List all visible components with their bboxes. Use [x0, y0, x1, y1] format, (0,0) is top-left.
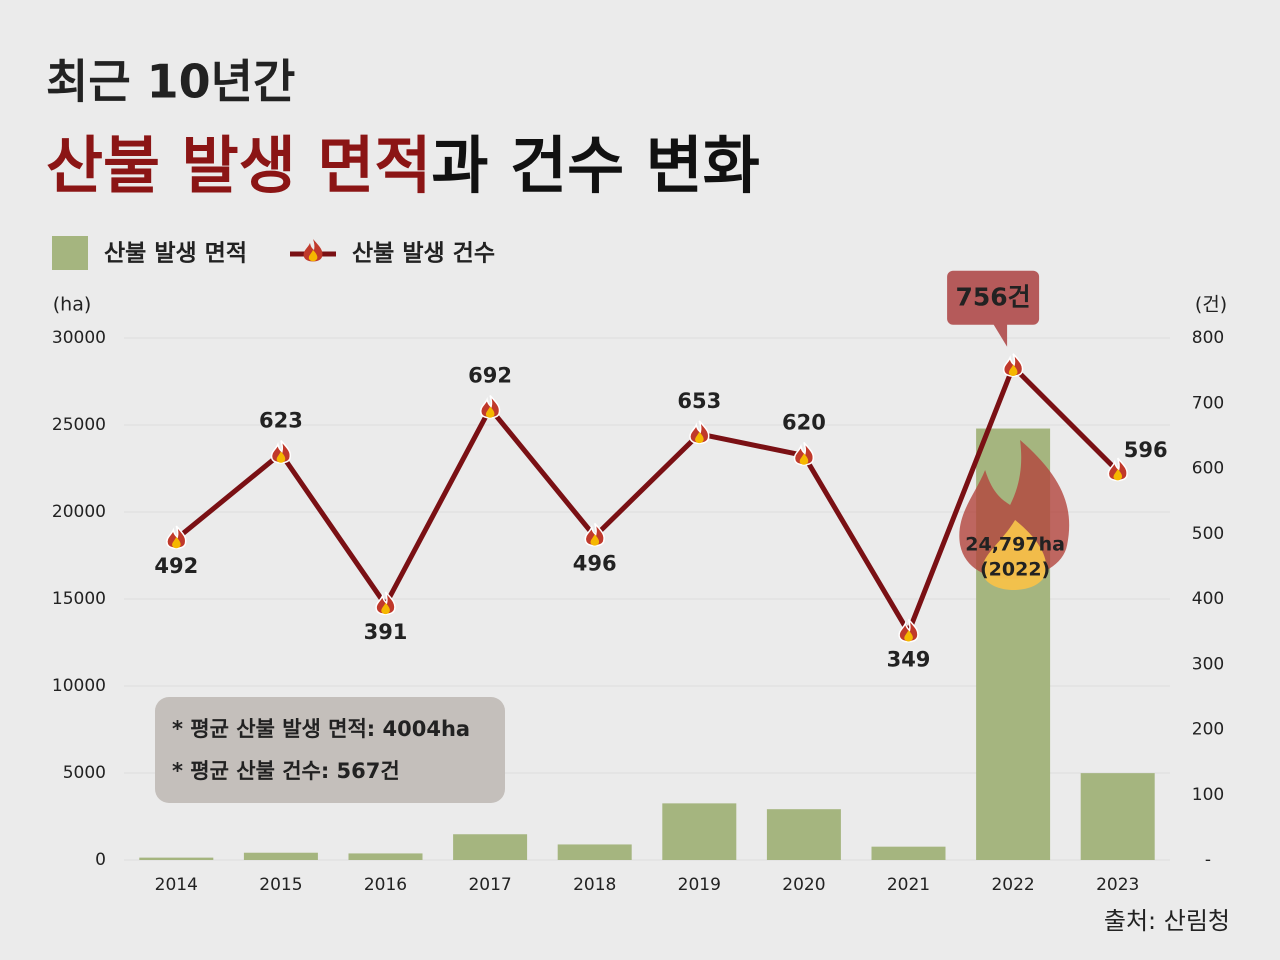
x-tick-label: 2022	[991, 875, 1034, 895]
line-value-label: 692	[468, 363, 512, 387]
x-tick-label: 2017	[468, 875, 511, 895]
bar	[662, 803, 737, 860]
y2-tick-label: 700	[1192, 393, 1224, 413]
x-tick-label: 2021	[887, 875, 930, 895]
flame-inner	[695, 431, 704, 444]
line-value-label: 391	[364, 620, 408, 644]
line-value-label: 596	[1124, 438, 1168, 462]
x-tick-label: 2016	[364, 875, 407, 895]
flame-inner	[982, 520, 1047, 590]
flame-outer	[959, 440, 1070, 579]
flame-marker	[166, 525, 187, 550]
x-tick-label: 2018	[573, 875, 616, 895]
legend-label: 산불 발생 건수	[352, 241, 495, 267]
y-tick-label: 30000	[52, 328, 106, 348]
flame-inner	[485, 406, 495, 418]
flame-inner	[276, 451, 286, 463]
y-tick-label: 0	[95, 850, 106, 870]
line	[174, 364, 1120, 635]
bar	[871, 846, 946, 860]
y-tick-label: 25000	[52, 415, 106, 435]
flame-inner	[1008, 364, 1018, 376]
bar	[139, 857, 214, 860]
x-tick-label: 2023	[1096, 875, 1139, 895]
flame-decoration	[959, 440, 1070, 590]
y2-axis-label: (건)	[1195, 294, 1227, 316]
flame-marker	[1002, 353, 1024, 377]
flame-inner	[381, 602, 390, 615]
flame-inner	[590, 534, 600, 546]
source: 출처: 산림청	[1104, 907, 1230, 935]
flame-marker	[375, 591, 396, 616]
flame-marker	[270, 440, 292, 464]
bar-value-label: 24,797ha	[965, 534, 1065, 556]
line-value-label: 756건	[956, 283, 1031, 312]
x-tick-label: 2019	[678, 875, 721, 895]
flame-marker	[584, 522, 605, 547]
flame-marker	[898, 618, 919, 643]
y-axis-label: (ha)	[53, 294, 92, 316]
legend-flame	[303, 239, 323, 262]
chart-title: 최근 10년간	[46, 55, 295, 109]
flame-marker	[793, 441, 815, 466]
bar	[557, 844, 632, 860]
line-value-label: 492	[154, 554, 198, 578]
flame-marker	[689, 420, 710, 445]
note-box	[155, 697, 505, 803]
subtitle-rest: 과 건수 변화	[431, 129, 759, 202]
flame-marker	[1107, 457, 1128, 482]
line-value-label: 653	[677, 389, 721, 413]
bar	[243, 852, 318, 860]
bar	[348, 853, 423, 860]
flame-inner	[1113, 469, 1123, 481]
chart-subtitle: 산불 발생 면적과 건수 변화	[46, 129, 760, 202]
y-tick-label: 5000	[63, 763, 106, 783]
y2-tick-label: 500	[1192, 524, 1224, 544]
y2-tick-label: 800	[1192, 328, 1224, 348]
plot: 0 5000 10000 15000 20000 25000 30000 - 100 200 300…	[52, 270, 1224, 895]
x-tick-label: 2015	[259, 875, 302, 895]
bar	[453, 834, 528, 860]
flame-inner	[799, 453, 809, 465]
subtitle-highlight: 산불 발생 면적	[46, 129, 431, 202]
y2-tick-label: 100	[1192, 785, 1224, 805]
legend-swatch	[52, 236, 88, 270]
y2-tick-label: 600	[1192, 459, 1224, 479]
line-value-label: 623	[259, 408, 303, 432]
x-tick-label: 2014	[155, 875, 198, 895]
flame-inner	[172, 536, 181, 549]
legend-label: 산불 발생 면적	[104, 241, 247, 267]
callout-tail	[993, 323, 1008, 347]
y2-tick-label: 300	[1192, 654, 1224, 674]
note: * 평균 산불 건수: 567건	[172, 759, 400, 783]
y2-tick-label: 200	[1192, 720, 1224, 740]
line-value-label: 620	[782, 410, 826, 434]
line-value-label: 496	[573, 551, 617, 575]
flame-marker	[479, 394, 501, 419]
bar	[1080, 773, 1155, 860]
bar	[766, 809, 841, 860]
y-tick-label: 15000	[52, 589, 106, 609]
callout-box	[947, 270, 1040, 325]
annotation: (2022)	[980, 559, 1050, 581]
x-tick-label: 2020	[782, 875, 825, 895]
y2-tick-label: -	[1205, 850, 1211, 870]
y-tick-label: 20000	[52, 502, 106, 522]
y-tick-label: 10000	[52, 676, 106, 696]
note: * 평균 산불 발생 면적: 4004ha	[172, 717, 470, 741]
flame-inner	[904, 630, 913, 642]
y2-tick-label: 400	[1192, 589, 1224, 609]
line-value-label: 349	[887, 647, 931, 671]
